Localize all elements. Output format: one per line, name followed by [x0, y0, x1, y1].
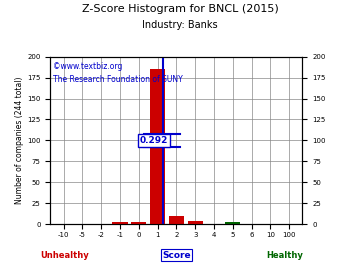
Bar: [112, 222, 127, 224]
Y-axis label: Number of companies (244 total): Number of companies (244 total): [15, 77, 24, 204]
Text: Score: Score: [162, 251, 191, 260]
Text: ©www.textbiz.org: ©www.textbiz.org: [53, 62, 122, 71]
Text: Industry: Banks: Industry: Banks: [142, 20, 218, 30]
Text: Healthy: Healthy: [266, 251, 303, 260]
Text: The Research Foundation of SUNY: The Research Foundation of SUNY: [53, 75, 183, 84]
Text: Z-Score Histogram for BNCL (2015): Z-Score Histogram for BNCL (2015): [82, 4, 278, 14]
Bar: [131, 222, 146, 224]
Bar: [169, 216, 184, 224]
Text: 0.292: 0.292: [140, 136, 168, 145]
Text: Unhealthy: Unhealthy: [40, 251, 89, 260]
Bar: [188, 221, 203, 224]
Bar: [150, 69, 165, 224]
Bar: [225, 222, 240, 224]
